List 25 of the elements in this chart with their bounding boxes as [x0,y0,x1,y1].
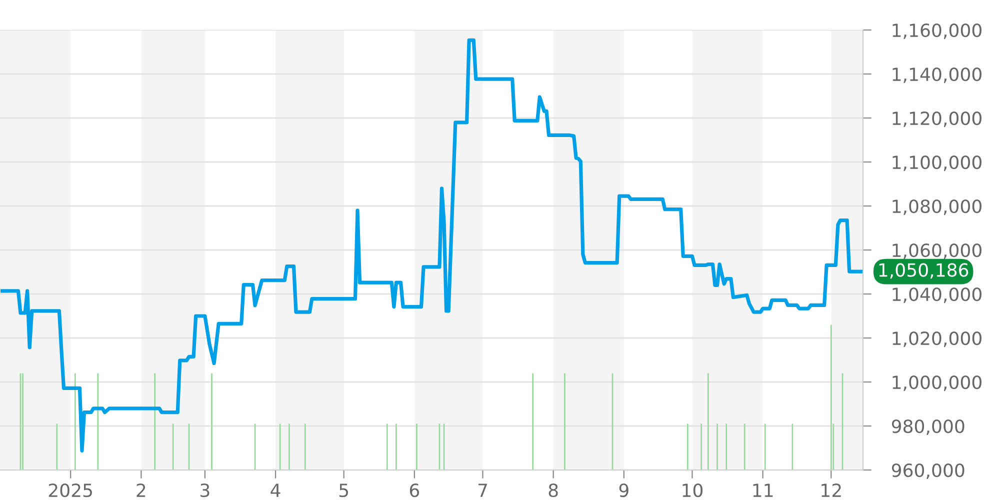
x-tick-label: 11 [753,484,773,497]
annotation: 1,050,186 [879,263,968,279]
line-series [0,38,863,452]
y-tick-label: 1,140,000 [892,67,982,83]
y-tick-label: 1,120,000 [892,111,982,127]
y-tick-label: 1,020,000 [892,331,982,347]
y-tick-label: 1,060,000 [892,243,982,259]
x-tick-label: 5 [339,484,348,498]
x-tick-label: 10 [682,484,703,498]
y-tick-label: 1,160,000 [892,23,982,39]
y-tick-label: 1,080,000 [892,199,982,215]
y-tick-label: 1,100,000 [892,155,982,171]
y-tick-label: 1,040,000 [892,287,982,303]
y-tick-label: 980,000 [892,419,964,435]
x-tick-label: 9 [619,484,628,498]
x-tick-label: 8 [548,484,558,498]
x-tick-label: 2 [136,484,146,497]
y-tick-label: 1,000,000 [892,375,982,391]
x-tick-label: 4 [270,484,280,497]
x-tick-label: 6 [410,484,420,498]
x-tick-label: 12 [822,484,841,497]
y-tick-label: 960,000 [892,463,964,479]
x-tick-label: 2025 [48,484,92,498]
x-tick-label: 7 [478,484,487,497]
x-tick-label: 3 [200,484,210,498]
